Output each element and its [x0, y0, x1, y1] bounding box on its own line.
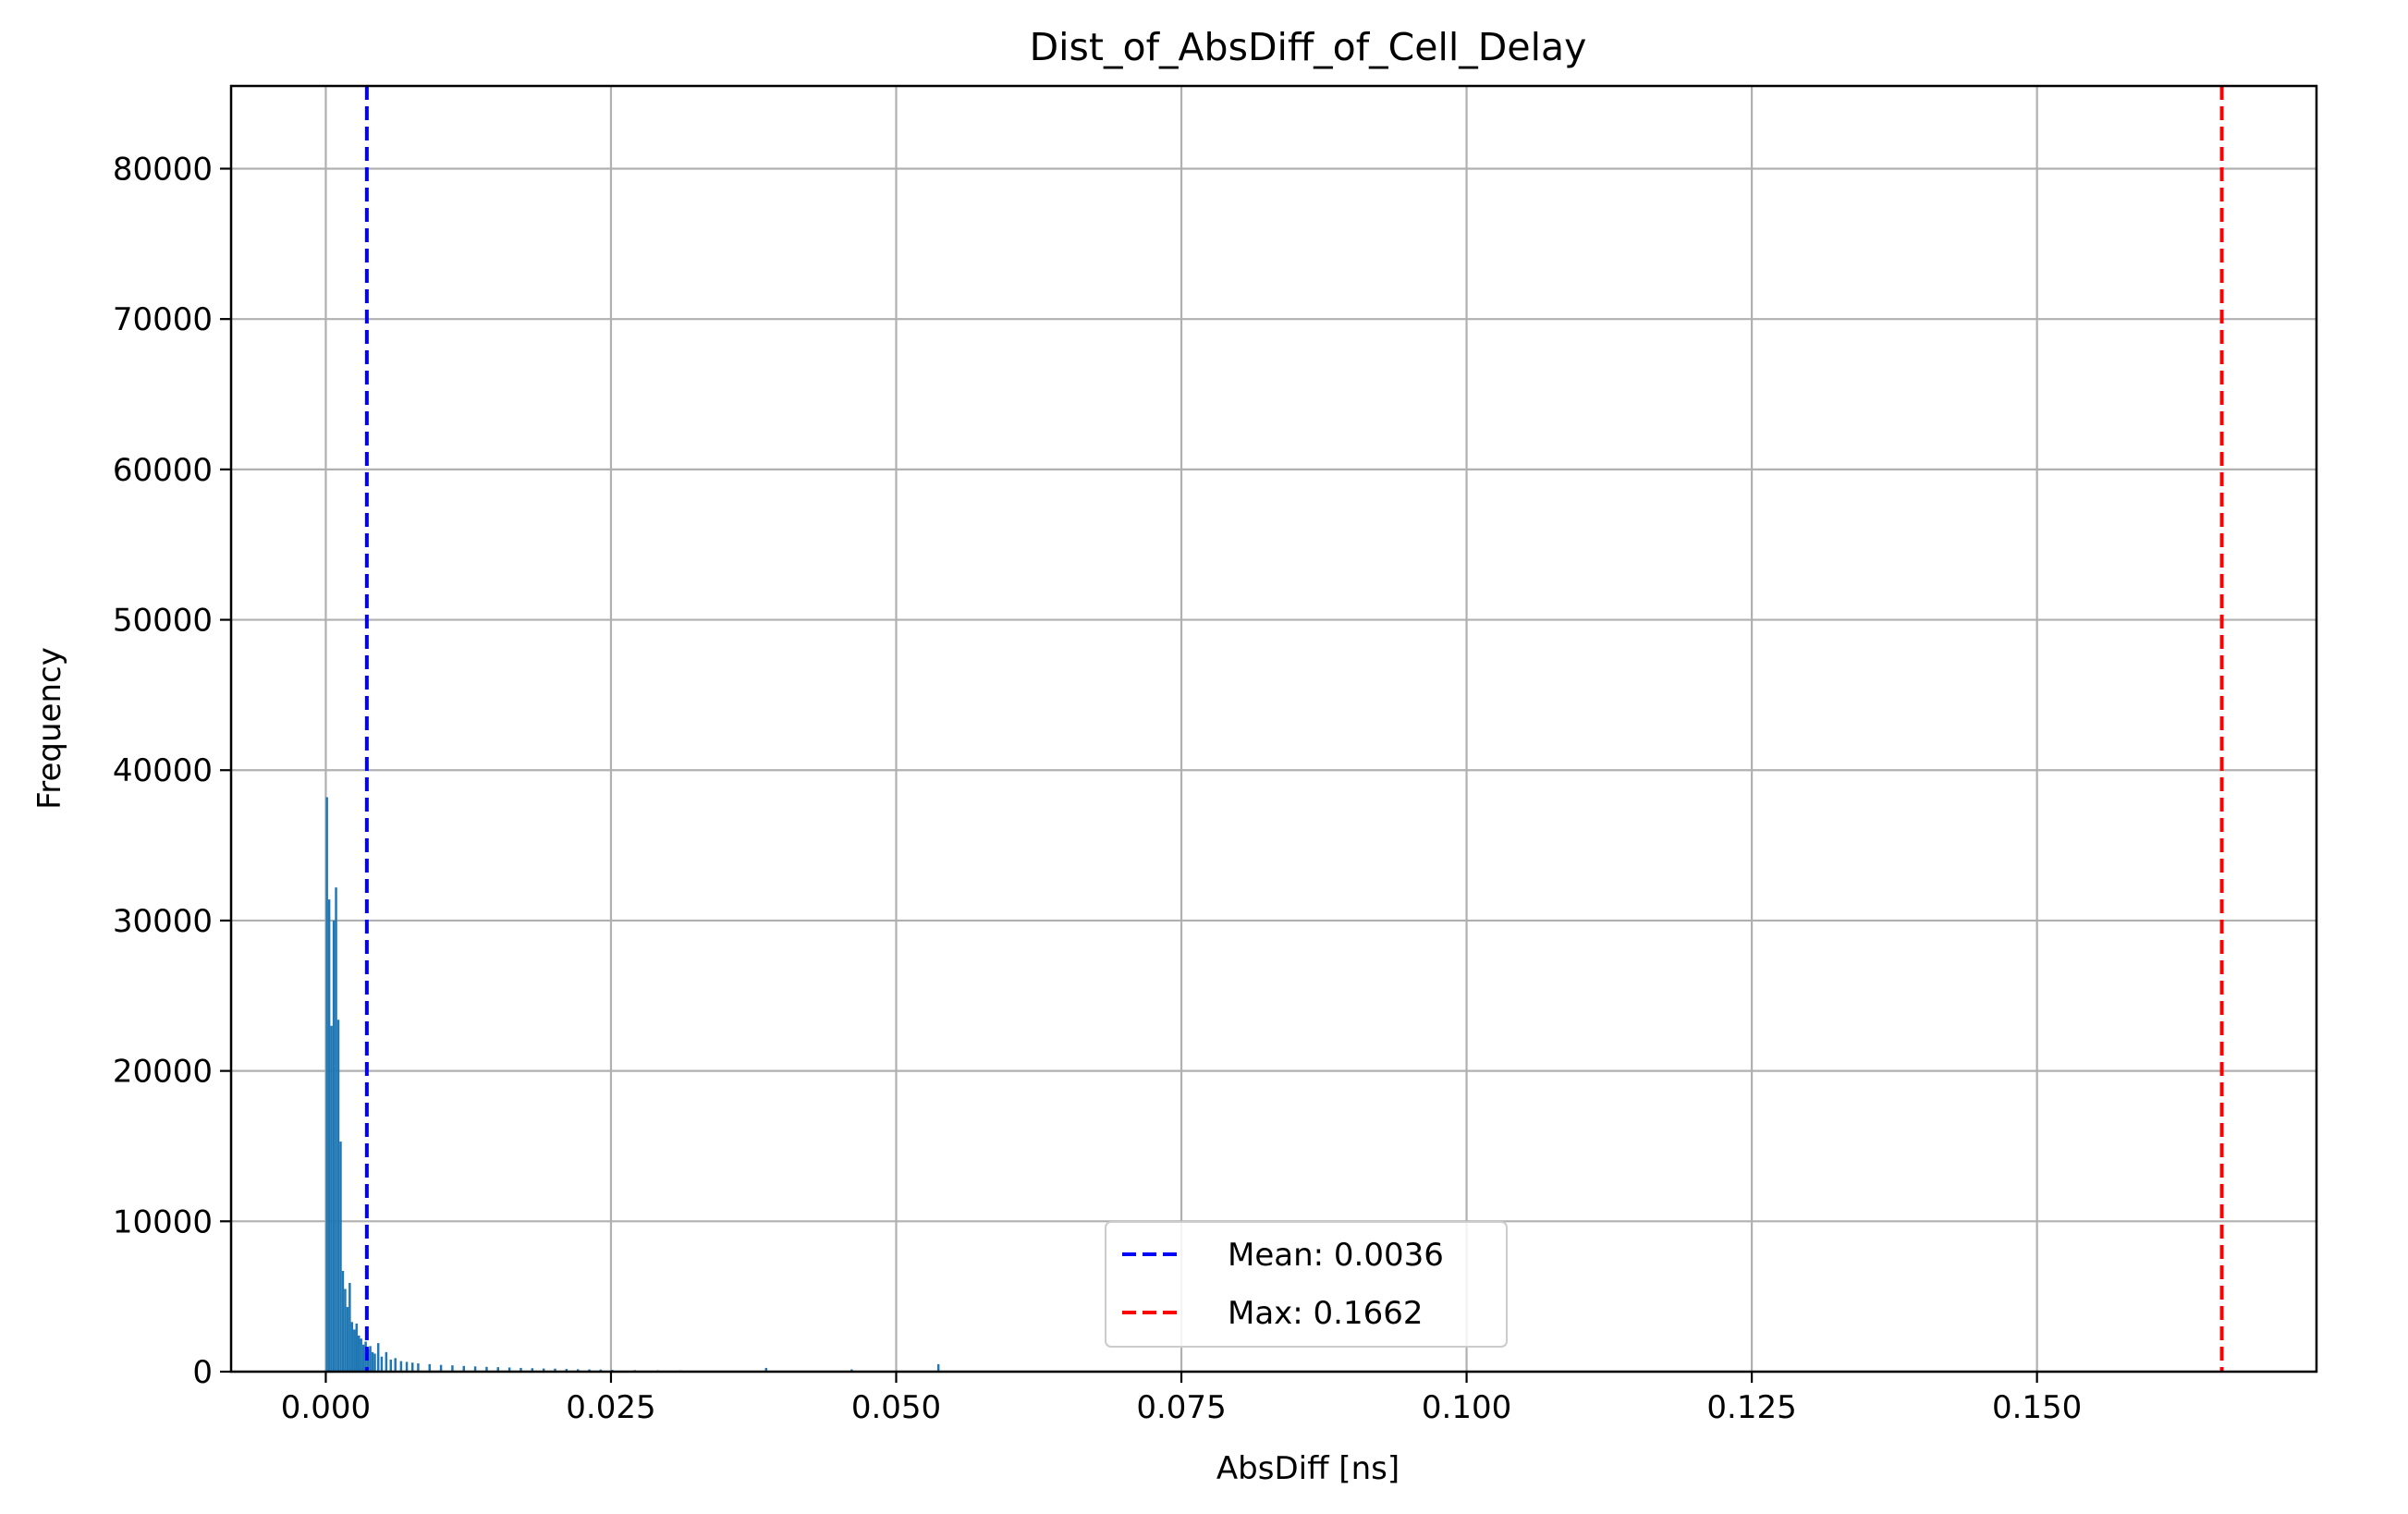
- histogram-bar: [348, 1283, 350, 1372]
- y-tick-label: 0: [192, 1354, 213, 1391]
- histogram-bar: [369, 1346, 371, 1372]
- histogram-bar: [358, 1336, 360, 1372]
- x-axis-title: AbsDiff [ns]: [1216, 1450, 1400, 1487]
- histogram-bar: [328, 899, 330, 1372]
- x-tick-label: 0.050: [851, 1389, 941, 1426]
- histogram-bar: [325, 798, 327, 1372]
- x-tick-label: 0.100: [1422, 1389, 1511, 1426]
- histogram-bar: [335, 887, 336, 1372]
- y-tick-label: 60000: [113, 452, 213, 489]
- x-tick-label: 0.125: [1706, 1389, 1796, 1426]
- legend: Mean: 0.0036 Max: 0.1662: [1106, 1222, 1507, 1347]
- y-tick-label: 40000: [113, 752, 213, 789]
- histogram-bar: [385, 1352, 387, 1372]
- histogram-bar: [417, 1363, 419, 1372]
- x-tick-label: 0.150: [1992, 1389, 2082, 1426]
- y-tick-label: 70000: [113, 301, 213, 338]
- histogram-bar: [356, 1324, 358, 1372]
- y-tick-label: 30000: [113, 903, 213, 940]
- histogram-bar: [353, 1329, 355, 1372]
- legend-max-label: Max: 0.1662: [1228, 1295, 1424, 1332]
- histogram-bar: [372, 1352, 373, 1372]
- y-tick-label: 50000: [113, 603, 213, 640]
- histogram-bar: [339, 1142, 341, 1372]
- y-tick-label: 20000: [113, 1054, 213, 1091]
- histogram-bar: [406, 1361, 408, 1372]
- histogram-bar: [377, 1343, 379, 1372]
- histogram-bar: [347, 1307, 348, 1372]
- histogram-bar: [333, 921, 335, 1372]
- histogram-bar: [394, 1358, 396, 1372]
- histogram-bar: [342, 1271, 344, 1372]
- histogram-bar: [381, 1357, 383, 1372]
- y-tick-label: 10000: [113, 1203, 213, 1240]
- histogram-bar: [351, 1322, 353, 1372]
- x-tick-label: 0.025: [566, 1389, 655, 1426]
- histogram-bar: [400, 1361, 402, 1372]
- x-tick-label: 0.000: [281, 1389, 371, 1426]
- histogram-bar: [330, 1026, 332, 1372]
- chart-title: Dist_of_AbsDiff_of_Cell_Delay: [1030, 25, 1587, 69]
- histogram-bar: [344, 1289, 346, 1372]
- y-axis-title: Frequency: [31, 647, 68, 810]
- histogram-bar: [360, 1338, 361, 1372]
- histogram-bar: [337, 1020, 339, 1372]
- x-tick-label: 0.075: [1136, 1389, 1226, 1426]
- legend-mean-label: Mean: 0.0036: [1228, 1237, 1444, 1274]
- histogram-bar: [362, 1345, 364, 1372]
- y-tick-label: 80000: [113, 151, 213, 188]
- histogram-bar: [390, 1360, 392, 1372]
- histogram-bar: [373, 1353, 375, 1372]
- histogram-bar: [411, 1362, 413, 1372]
